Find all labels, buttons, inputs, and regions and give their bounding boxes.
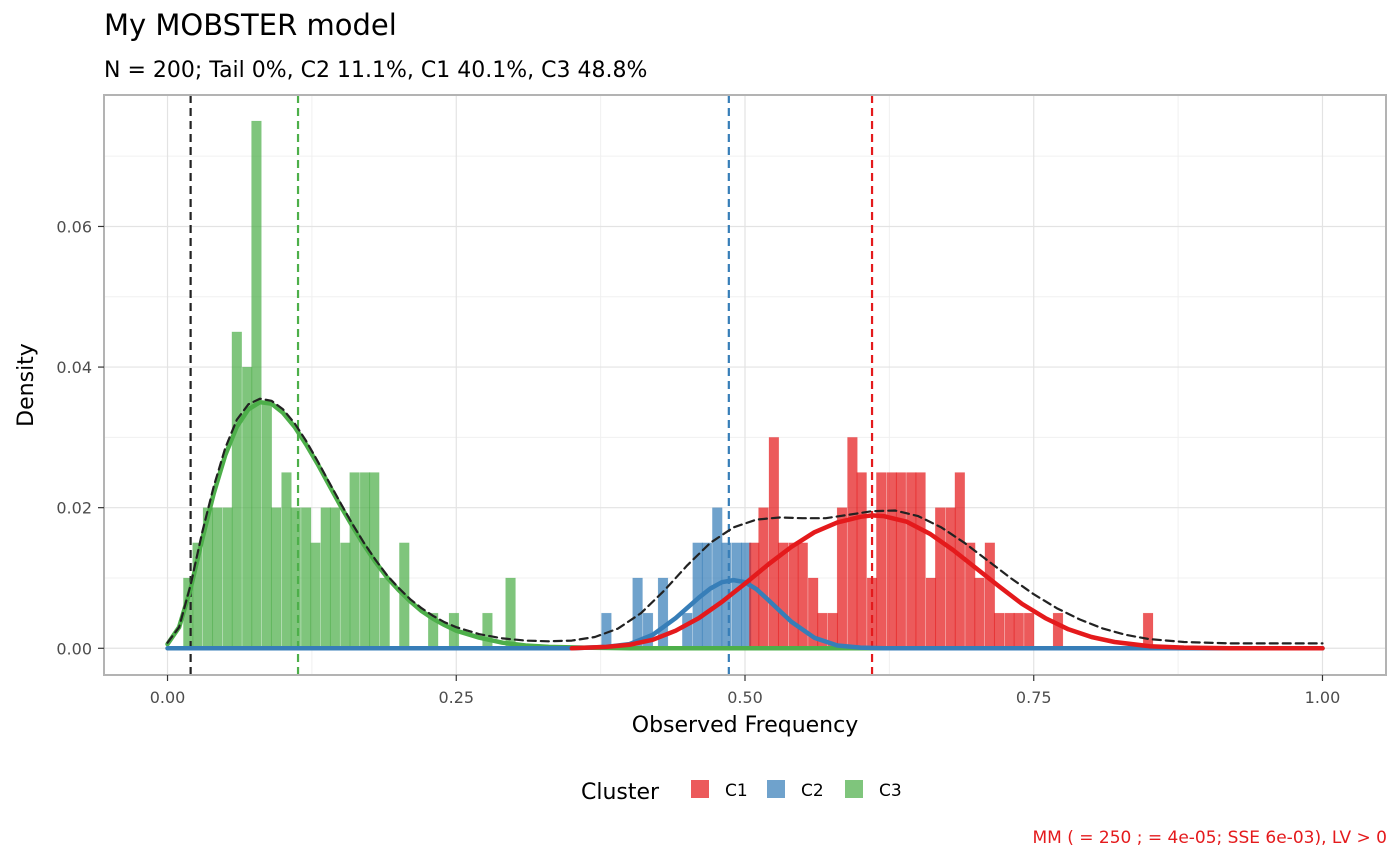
bar-c1 [974,577,985,649]
y-tick-label: 0.00 [56,639,92,658]
legend-label-c3: C3 [879,781,902,801]
legend-key-c1 [691,780,709,798]
bar-c3 [329,507,341,649]
x-tick-label: 0.75 [1016,688,1052,707]
bar-c3 [222,507,233,649]
bar-c3 [310,542,321,649]
bar-c1 [906,472,917,649]
x-tick-label: 0.50 [727,688,763,707]
legend-label-c2: C2 [801,781,824,801]
legend-label-c1: C1 [725,781,748,801]
legend-key-c2 [767,780,785,798]
legend: Cluster C1 C2 C3 [581,780,902,805]
bar-c1 [1013,612,1024,649]
bar-c1 [847,437,858,649]
bar-c1 [856,472,867,649]
bar-c1 [788,542,799,649]
bar-c3 [251,120,262,649]
bar-c3 [290,507,301,649]
caption: MM ( = 250 ; = 4e-05; SSE 6e-03), LV > 0 [1032,828,1387,848]
density-curves [165,397,1325,651]
bar-c1 [1023,612,1035,649]
bar-c3 [359,472,371,649]
chart-subtitle: N = 200; Tail 0%, C2 11.1%, C1 40.1%, C3… [104,58,647,83]
bar-c1 [768,437,780,649]
bar-c1 [993,612,1005,649]
density-line-mixture [166,397,1324,645]
bar-c3 [261,401,273,649]
bar-c1 [886,472,897,649]
bar-c1 [915,472,926,649]
bar-c3 [270,507,282,649]
bar-c3 [349,472,360,649]
bar-c1 [749,542,760,649]
bar-c1 [1052,612,1064,649]
x-axis-title: Observed Frequency [632,713,859,738]
bar-c3 [281,472,292,649]
y-axis-ticks: 0.00 0.02 0.04 0.06 [56,217,104,658]
y-tick-label: 0.02 [56,499,92,518]
y-tick-label: 0.06 [56,217,92,236]
x-tick-label: 0.00 [150,688,186,707]
bar-c1 [876,472,887,649]
bar-c1 [758,507,769,649]
bar-c1 [945,507,956,649]
bar-c3 [300,507,312,649]
bar-c1 [1142,612,1154,649]
bar-c1 [777,542,789,649]
bar-c2 [682,612,693,649]
bar-c3 [379,577,390,649]
bar-c1 [866,577,878,649]
density-line-c3 [165,399,1325,651]
y-tick-label: 0.04 [56,358,92,377]
cluster-mean-lines [189,95,874,675]
legend-key-c3 [845,780,863,798]
x-tick-label: 1.00 [1305,688,1341,707]
bar-c1 [925,577,937,649]
bar-c3 [340,542,351,649]
bar-c2 [712,507,723,649]
bar-c3 [482,612,493,649]
x-axis-ticks: 0.00 0.25 0.50 0.75 1.00 [150,675,1341,707]
chart-title: My MOBSTER model [104,8,397,42]
bar-c1 [836,507,848,649]
bar-c1 [895,472,907,649]
bar-c3 [320,507,331,649]
y-axis-title: Density [14,343,39,427]
bar-c1 [1004,612,1015,649]
x-tick-label: 0.25 [438,688,474,707]
density-line-c1 [569,513,1325,651]
bar-c3 [231,331,242,649]
legend-title: Cluster [581,780,660,805]
bar-c3 [212,507,223,649]
